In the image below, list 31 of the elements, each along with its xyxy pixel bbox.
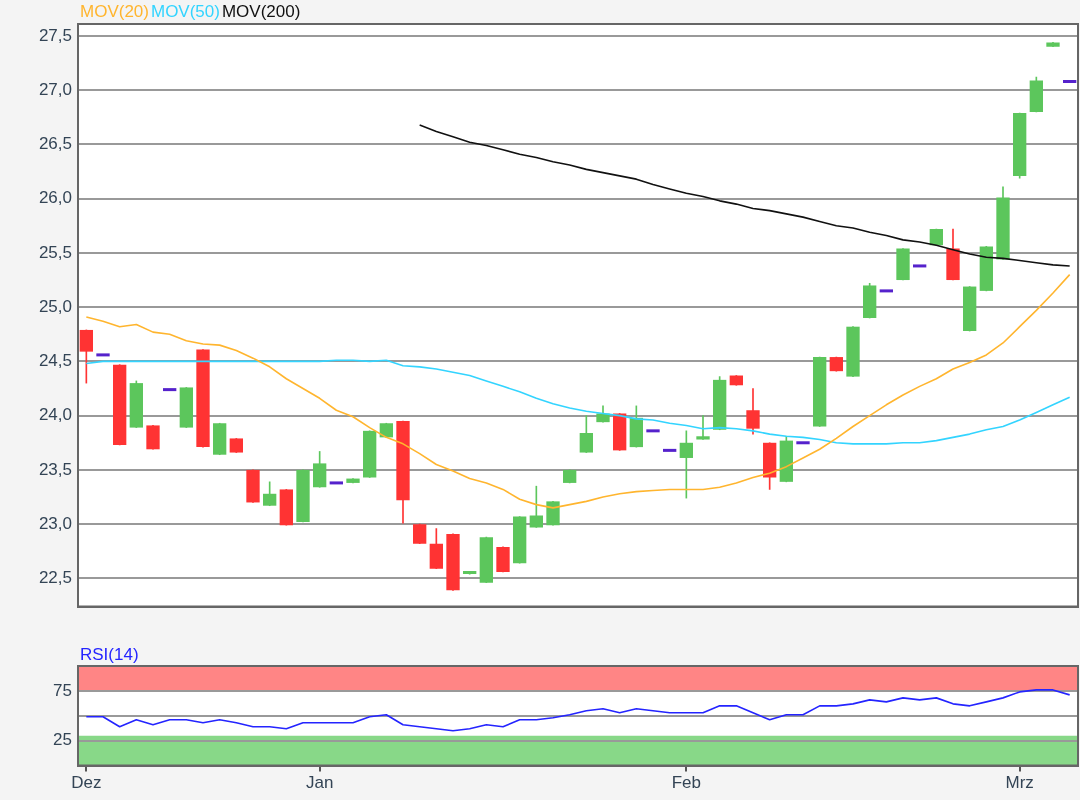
text: MOV(50) — [150, 2, 220, 21]
candlestick — [796, 441, 810, 445]
x-tick-label: Feb — [671, 773, 701, 793]
candlestick — [329, 481, 343, 485]
candlestick — [163, 388, 177, 392]
y-tick-label: 75 — [53, 680, 72, 700]
text: MOV(200) — [221, 2, 301, 21]
candlestick — [696, 415, 710, 440]
x-tick-label: Mrz — [1005, 773, 1034, 793]
text: RSI(14) — [80, 645, 139, 664]
y-tick-label: 27,5 — [38, 25, 72, 45]
text: MOV(20) — [80, 2, 149, 21]
x-tick-label: Dez — [71, 773, 102, 793]
candlestick — [913, 264, 927, 268]
y-tick-label: 24,0 — [38, 405, 72, 425]
candlestick — [646, 429, 660, 433]
y-tick-label: 26,5 — [38, 134, 72, 154]
y-tick-label: 25 — [53, 730, 72, 750]
x-tick-label: Jan — [305, 773, 334, 793]
y-tick-label: 26,0 — [38, 188, 72, 208]
y-tick-label: 23,0 — [38, 513, 72, 533]
y-tick-label: 24,5 — [38, 351, 72, 371]
candlestick — [663, 448, 677, 452]
y-tick-label: 23,5 — [38, 459, 72, 479]
candlestick — [96, 353, 110, 357]
y-tick-label: 22,5 — [38, 568, 72, 588]
candlestick — [879, 289, 893, 293]
y-tick-label: 25,0 — [38, 296, 72, 316]
candlestick — [1063, 80, 1077, 83]
y-tick-label: 27,0 — [38, 79, 72, 99]
y-tick-label: 25,5 — [38, 242, 72, 262]
